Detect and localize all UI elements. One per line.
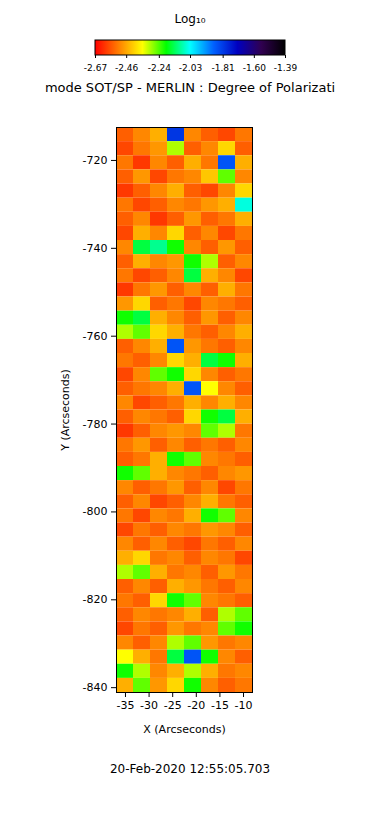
svg-text:-25: -25 — [164, 699, 182, 712]
svg-text:-780: -780 — [83, 418, 108, 431]
html-text:Log₁₀: Log₁₀ — [174, 12, 206, 26]
svg-text:-30: -30 — [140, 699, 158, 712]
svg-text:-800: -800 — [83, 505, 108, 518]
html-text:mode SOT/SP - MERLIN : Degree: mode SOT/SP - MERLIN : Degree of Polariz… — [44, 80, 336, 95]
svg-text:-1.39: -1.39 — [274, 63, 298, 73]
svg-text:-740: -740 — [83, 242, 108, 255]
svg-text:-2.67: -2.67 — [84, 63, 107, 73]
svg-text:-2.24: -2.24 — [148, 63, 172, 73]
svg-text:Y (Arcseconds): Y (Arcseconds) — [59, 369, 72, 452]
svg-text:-10: -10 — [235, 699, 253, 712]
svg-text:-820: -820 — [83, 593, 108, 606]
svg-text:X (Arcseconds): X (Arcseconds) — [143, 723, 225, 736]
svg-text:-840: -840 — [83, 681, 108, 694]
svg-text:-20: -20 — [187, 699, 205, 712]
svg-text:-720: -720 — [83, 154, 108, 167]
svg-text:-1.81: -1.81 — [212, 63, 235, 73]
svg-text:-35: -35 — [116, 699, 134, 712]
html-text:20-Feb-2020 12:55:05.703: 20-Feb-2020 12:55:05.703 — [109, 762, 271, 776]
svg-text:-760: -760 — [83, 330, 108, 343]
svg-text:-15: -15 — [211, 699, 229, 712]
svg-text:-2.46: -2.46 — [115, 63, 139, 73]
svg-text:-1.60: -1.60 — [243, 63, 267, 73]
svg-text:-2.03: -2.03 — [179, 63, 202, 73]
